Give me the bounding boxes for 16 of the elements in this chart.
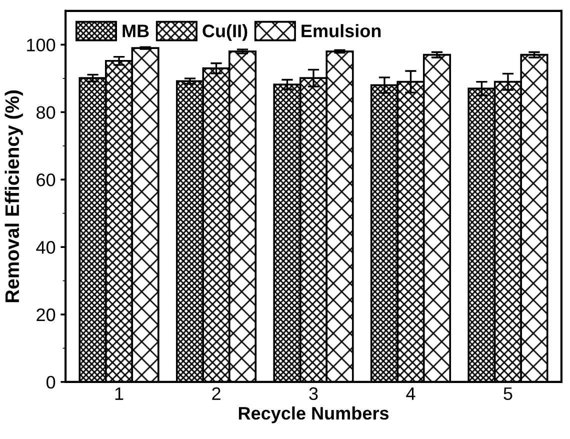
x-tick-label: 4 [406, 387, 416, 400]
y-tick-label: 20 [36, 308, 56, 322]
y-tick-label: 0 [46, 376, 56, 389]
legend-label: Cu(II) [202, 24, 248, 41]
x-tick-label: 2 [212, 387, 220, 400]
y-tick-label: 60 [36, 174, 56, 186]
legend-label: MB [122, 24, 149, 38]
y-tick-label: 100 [27, 38, 56, 52]
x-tick-label: 1 [115, 387, 124, 400]
y-tick-label: 80 [36, 106, 56, 119]
legend-label: Emulsion [302, 24, 381, 38]
y-axis-title: Removal Efficiency (%) [4, 90, 23, 302]
x-tick-label: 5 [504, 387, 512, 400]
x-axis-title: Recycle Numbers [238, 406, 389, 424]
y-tick-label: 40 [36, 240, 56, 254]
x-tick-label: 3 [309, 387, 318, 400]
